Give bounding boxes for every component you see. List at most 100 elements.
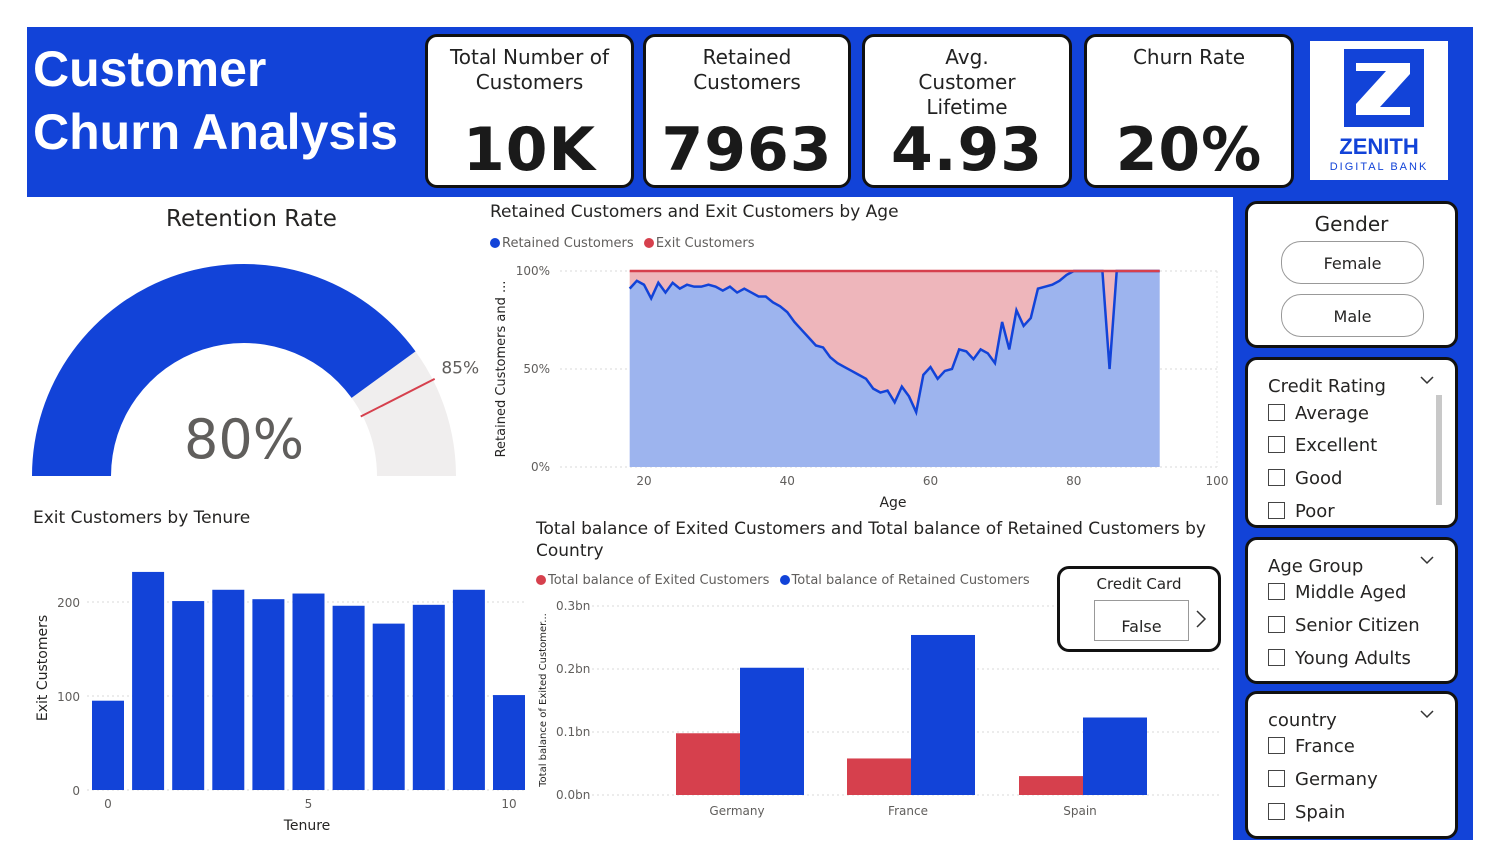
x-tick-label: 60 — [923, 474, 938, 488]
bar-tenure — [212, 589, 245, 790]
y-tick-label: 0 — [72, 784, 80, 798]
kpi-label: Churn Rate — [1132, 45, 1246, 69]
country-slicer: country France Germany Spain — [1245, 691, 1458, 839]
x-tick-label: France — [888, 804, 928, 818]
bar-tenure — [452, 589, 485, 790]
country-option[interactable]: Germany — [1268, 768, 1378, 792]
x-tick-label: 10 — [501, 797, 516, 811]
country-option[interactable]: Spain — [1268, 801, 1345, 825]
option-label: Young Adults — [1295, 648, 1411, 669]
age-group-option[interactable]: Middle Aged — [1268, 581, 1406, 605]
checkbox-icon[interactable] — [1268, 737, 1285, 754]
x-tick-label: 40 — [780, 474, 795, 488]
option-label: Germany — [1295, 769, 1378, 790]
credit-rating-option[interactable]: Good — [1268, 467, 1342, 491]
gauge-title: Retention Rate — [166, 206, 337, 232]
credit-rating-option[interactable]: Excellent — [1268, 434, 1377, 458]
credit-card-title: Credit Card — [1096, 575, 1182, 593]
credit-rating-option[interactable]: Average — [1268, 402, 1369, 426]
y-tick-label: 0.2bn — [556, 662, 590, 676]
y-tick-label: 100% — [516, 264, 550, 278]
option-label: Senior Citizen — [1295, 615, 1420, 636]
x-tick-label: 0 — [104, 797, 112, 811]
tenure-chart-title: Exit Customers by Tenure — [33, 508, 251, 528]
credit-card-slicer[interactable]: Credit Card False — [1057, 566, 1221, 652]
option-label: Spain — [1295, 802, 1346, 823]
bar-retained-balance — [911, 634, 975, 795]
kpi-card-total-customers[interactable]: Total Number of Customers 10K — [425, 34, 634, 188]
zenith-logo: ZENITH DIGITAL BANK — [1310, 41, 1448, 180]
x-tick-label: Germany — [709, 804, 764, 818]
kpi-card-retained-customers[interactable]: Retained Customers 7963 — [643, 34, 851, 188]
option-label: France — [1295, 736, 1355, 757]
credit-rating-slicer: Credit Rating Average Excellent Good Poo… — [1245, 357, 1458, 528]
x-tick-label: Spain — [1063, 804, 1097, 818]
age-group-option[interactable]: Young Adults — [1268, 647, 1411, 671]
retained-area — [629, 271, 1160, 467]
x-tick-label: 100 — [1206, 474, 1229, 488]
checkbox-icon[interactable] — [1268, 649, 1285, 666]
bar-tenure — [252, 599, 285, 790]
retained-line — [628, 269, 1160, 417]
chevron-right-icon[interactable] — [1194, 609, 1208, 629]
legend-item-exited-balance[interactable]: Total balance of Exited Customers — [536, 573, 769, 588]
chevron-down-icon[interactable] — [1419, 372, 1435, 388]
slicer-scrollbar[interactable] — [1436, 395, 1442, 505]
credit-rating-option[interactable]: Poor — [1268, 500, 1335, 524]
bar-tenure — [332, 605, 365, 790]
chevron-down-icon[interactable] — [1419, 552, 1435, 568]
x-axis-label: Age — [879, 495, 906, 511]
legend-item-exit[interactable]: Exit Customers — [643, 236, 754, 251]
legend-dot-icon — [490, 238, 500, 248]
slicer-title: Age Group — [1268, 556, 1364, 577]
option-label: Average — [1295, 403, 1369, 424]
legend-label: Total balance of Retained Customers — [791, 573, 1030, 588]
gauge-target-marker — [360, 377, 436, 418]
legend-item-retained[interactable]: Retained Customers — [490, 236, 634, 251]
bar-exited-balance — [1019, 776, 1083, 795]
age-area-chart[interactable]: 0% 50% 100% 20 40 60 80 100 Age Retained Customer… — [488, 256, 1233, 516]
kpi-label: Retained Customers — [693, 45, 801, 94]
checkbox-icon[interactable] — [1268, 436, 1285, 453]
legend-item-retained-balance[interactable]: Total balance of Retained Customers — [779, 573, 1030, 588]
country-option[interactable]: France — [1268, 735, 1355, 759]
bar-retained-balance — [1083, 717, 1147, 795]
age-chart-title: Retained Customers and Exit Customers by… — [490, 202, 899, 222]
option-label: Good — [1295, 468, 1343, 489]
kpi-card-churn-rate[interactable]: Churn Rate 20% — [1084, 34, 1294, 188]
age-group-option[interactable]: Senior Citizen — [1268, 614, 1420, 638]
credit-card-value-button[interactable]: False — [1094, 600, 1189, 641]
retention-gauge[interactable]: 85% 80% — [25, 240, 485, 510]
y-tick-label: 0% — [531, 460, 550, 474]
kpi-card-avg-customer-lifetime[interactable]: Avg. Customer Lifetime 4.93 — [862, 34, 1072, 188]
exit-area — [629, 271, 1160, 413]
checkbox-icon[interactable] — [1268, 469, 1285, 486]
bar-tenure — [172, 601, 205, 790]
y-axis-label: Retained Customers and ... — [494, 281, 509, 458]
page-title: Customer Churn Analysis — [33, 41, 398, 160]
chevron-down-icon[interactable] — [1419, 706, 1435, 722]
tenure-bar-chart[interactable]: 0 100 200 0 5 10 Tenure Exit Customers — [25, 540, 525, 850]
checkbox-icon[interactable] — [1268, 770, 1285, 787]
gender-option-male[interactable]: Male — [1281, 294, 1424, 337]
age-group-slicer: Age Group Middle Aged Senior Citizen You… — [1245, 537, 1458, 684]
checkbox-icon[interactable] — [1268, 502, 1285, 519]
legend-label: Total balance of Exited Customers — [548, 573, 770, 588]
gender-option-female[interactable]: Female — [1281, 241, 1424, 284]
checkbox-icon[interactable] — [1268, 803, 1285, 820]
country-bar-chart[interactable]: 0.0bn 0.1bn 0.2bn 0.3bn Germany France Spain To… — [530, 592, 1230, 822]
bar-tenure — [132, 571, 165, 790]
checkbox-icon[interactable] — [1268, 404, 1285, 421]
x-tick-label: 80 — [1066, 474, 1081, 488]
y-tick-label: 50% — [523, 362, 550, 376]
checkbox-icon[interactable] — [1268, 583, 1285, 600]
legend-dot-icon — [643, 238, 654, 248]
legend-dot-icon — [536, 575, 546, 585]
y-tick-label: 0.3bn — [556, 599, 590, 613]
country-chart-legend: Total balance of Exited Customers Total … — [536, 573, 1036, 588]
slicer-title: Credit Rating — [1268, 376, 1386, 397]
option-label: Excellent — [1295, 435, 1378, 456]
bar-exited-balance — [676, 733, 740, 795]
country-chart-title: Total balance of Exited Customers and To… — [536, 519, 1206, 561]
checkbox-icon[interactable] — [1268, 616, 1285, 633]
